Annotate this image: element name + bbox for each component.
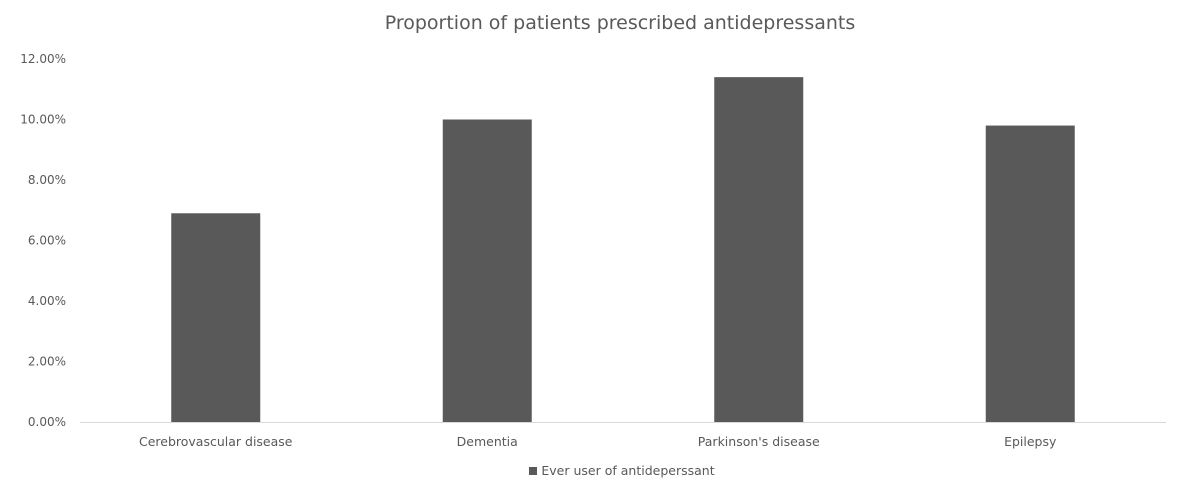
bar — [442, 119, 532, 422]
y-tick-label: 2.00% — [28, 355, 66, 369]
x-category-label: Epilepsy — [1004, 434, 1057, 449]
y-tick-label: 10.00% — [20, 113, 66, 127]
legend: Ever user of antideperssant — [0, 463, 1184, 478]
x-category-label: Parkinson's disease — [698, 434, 820, 449]
y-tick-label: 12.00% — [20, 52, 66, 66]
x-category-label: Dementia — [457, 434, 518, 449]
legend-label: Ever user of antideperssant — [541, 463, 715, 478]
bar — [171, 213, 261, 422]
bar — [985, 125, 1075, 423]
y-tick-label: 8.00% — [28, 173, 66, 187]
x-category-label: Cerebrovascular disease — [139, 434, 293, 449]
bar — [714, 77, 804, 423]
y-tick-label: 4.00% — [28, 294, 66, 308]
y-tick-label: 0.00% — [28, 415, 66, 429]
chart-title: Proportion of patients prescribed antide… — [384, 12, 856, 34]
legend-swatch — [529, 467, 538, 475]
y-tick-label: 6.00% — [28, 234, 66, 248]
